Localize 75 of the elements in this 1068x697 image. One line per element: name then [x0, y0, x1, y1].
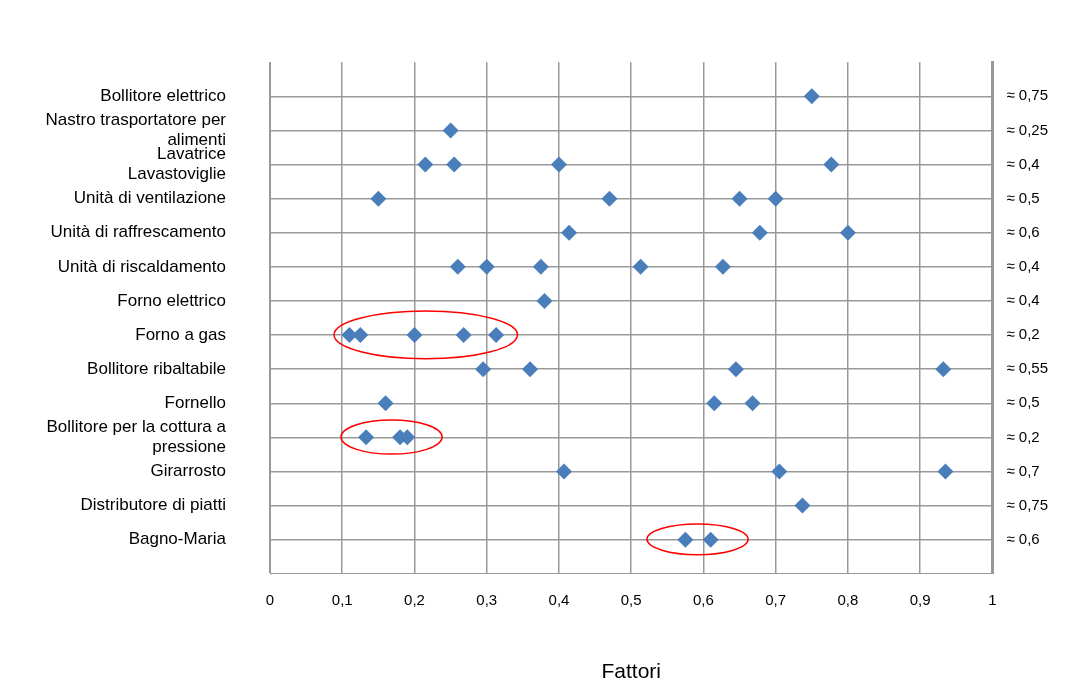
x-tick-label: 1: [988, 590, 997, 608]
y-tick-label: Fornello: [164, 392, 226, 412]
point: [417, 156, 434, 173]
y-tick-label: Bagno-Maria: [128, 529, 227, 549]
x-tick-label: 0,1: [331, 590, 353, 608]
y2-tick-label: ≈ 0,7: [1006, 461, 1040, 479]
y2-tick-label: ≈ 0,2: [1006, 325, 1040, 343]
y-tick-label: Distributore di piatti: [80, 495, 226, 515]
y2-tick-label: ≈ 0,4: [1006, 256, 1040, 274]
point: [550, 156, 567, 173]
y-tick-label: Unità di ventilazione: [73, 188, 226, 208]
point: [632, 258, 649, 275]
x-tick-label: 0,7: [765, 590, 787, 608]
point: [767, 190, 784, 207]
x-tick-label: 0,2: [404, 590, 425, 608]
y-tick-label: Bollitore ribaltabile: [87, 358, 226, 378]
point: [556, 463, 573, 480]
point: [406, 327, 423, 344]
y-tick-label: Bollitore per la cottura a pressione: [46, 416, 227, 457]
x-axis-title: Fattori: [601, 659, 661, 683]
y-tick-label: Bollitore elettrico: [100, 85, 226, 105]
point: [744, 395, 761, 412]
point: [935, 361, 952, 378]
point: [601, 190, 618, 207]
x-tick-label: 0: [265, 590, 275, 608]
point: [561, 224, 578, 241]
point: [522, 361, 539, 378]
point: [446, 156, 463, 173]
y2-tick-label: ≈ 0,4: [1006, 154, 1040, 172]
point: [449, 258, 466, 275]
point: [823, 156, 840, 173]
point: [794, 497, 811, 514]
x-tick-label: 0,5: [620, 590, 642, 608]
point: [377, 395, 394, 412]
y2-tick-label: ≈ 0,55: [1006, 359, 1049, 377]
point: [751, 224, 768, 241]
y-tick-label: Girarrosto: [150, 461, 226, 481]
point: [727, 361, 744, 378]
y2-tick-label: ≈ 0,25: [1006, 120, 1049, 138]
point: [442, 122, 459, 139]
y-tick-label: Unità di riscaldamento: [57, 256, 226, 276]
y2-tick-label: ≈ 0,5: [1006, 188, 1040, 206]
point: [677, 531, 694, 548]
point: [731, 190, 748, 207]
point: [771, 463, 788, 480]
point: [478, 258, 495, 275]
point: [475, 361, 492, 378]
point: [532, 258, 549, 275]
point: [702, 531, 719, 548]
point: [488, 327, 505, 344]
y-tick-label: Unità di raffrescamento: [50, 222, 226, 242]
y2-tick-label: ≈ 0,6: [1006, 529, 1040, 547]
y2-tick-label: ≈ 0,2: [1006, 427, 1040, 445]
point: [714, 258, 731, 275]
y2-tick-label: ≈ 0,75: [1006, 86, 1049, 104]
x-tick-label: 0,9: [909, 590, 931, 608]
y-tick-label: Forno a gas: [135, 324, 226, 344]
x-tick-label: 0,8: [837, 590, 859, 608]
y-tick-label: Lavatrice Lavastoviglie: [127, 144, 226, 184]
x-tick-label: 0,3: [476, 590, 498, 608]
y-tick-label: Forno elettrico: [117, 290, 226, 310]
x-tick-label: 0,6: [693, 590, 714, 608]
point: [706, 395, 723, 412]
y2-tick-label: ≈ 0,5: [1006, 393, 1040, 411]
x-tick-label: 0,4: [548, 590, 570, 608]
y2-tick-label: ≈ 0,4: [1006, 291, 1040, 309]
y2-tick-label: ≈ 0,75: [1006, 495, 1049, 513]
point: [455, 327, 472, 344]
point: [358, 429, 375, 446]
point: [839, 224, 856, 241]
y2-tick-label: ≈ 0,6: [1006, 222, 1040, 240]
point: [937, 463, 954, 480]
point: [370, 190, 387, 207]
point: [536, 292, 553, 309]
point: [803, 88, 820, 105]
